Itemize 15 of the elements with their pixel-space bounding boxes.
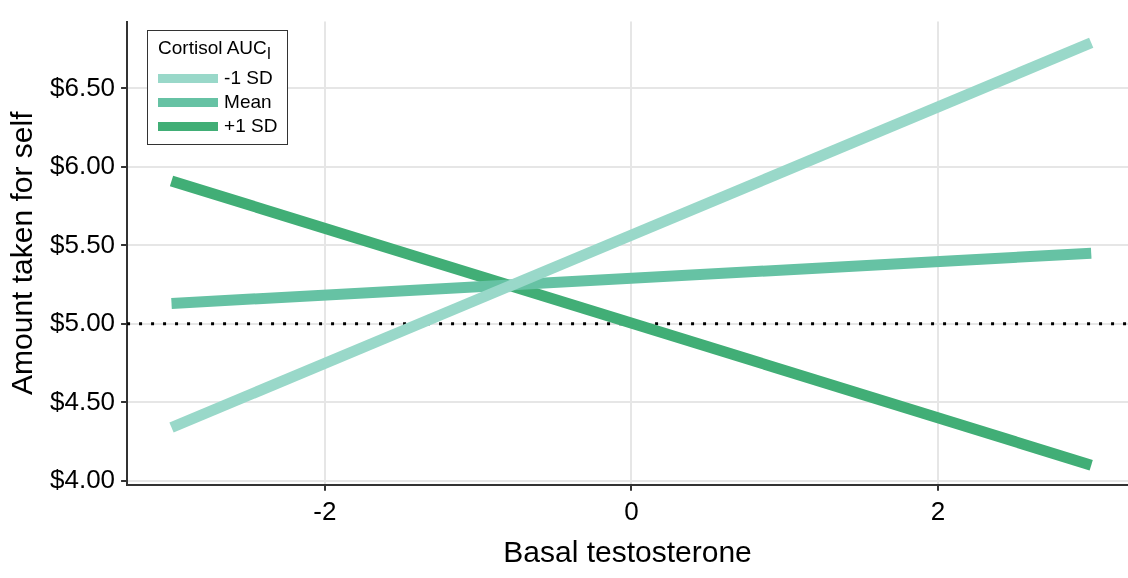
y-tick-label: $6.50 <box>49 71 116 102</box>
y-tick-label: $5.00 <box>49 307 116 338</box>
legend-title: Cortisol AUC$_{I}$ <box>158 36 273 63</box>
x-tick-label: 0 <box>624 495 639 526</box>
legend-label: -1 SD <box>224 67 273 90</box>
y-tick-label: $4.50 <box>49 385 116 416</box>
legend-label: Mean <box>224 91 272 114</box>
y-tick-label: $6.00 <box>49 150 116 181</box>
legend-label: +1 SD <box>224 115 278 138</box>
x-tick-label: -2 <box>313 495 337 526</box>
y-axis-title: Amount taken for self <box>5 110 39 395</box>
y-tick-label: $5.50 <box>49 228 116 259</box>
x-tick-label: 2 <box>930 495 946 526</box>
x-axis-title: Basal testosterone <box>503 535 752 569</box>
y-tick-label: $4.00 <box>49 464 116 495</box>
